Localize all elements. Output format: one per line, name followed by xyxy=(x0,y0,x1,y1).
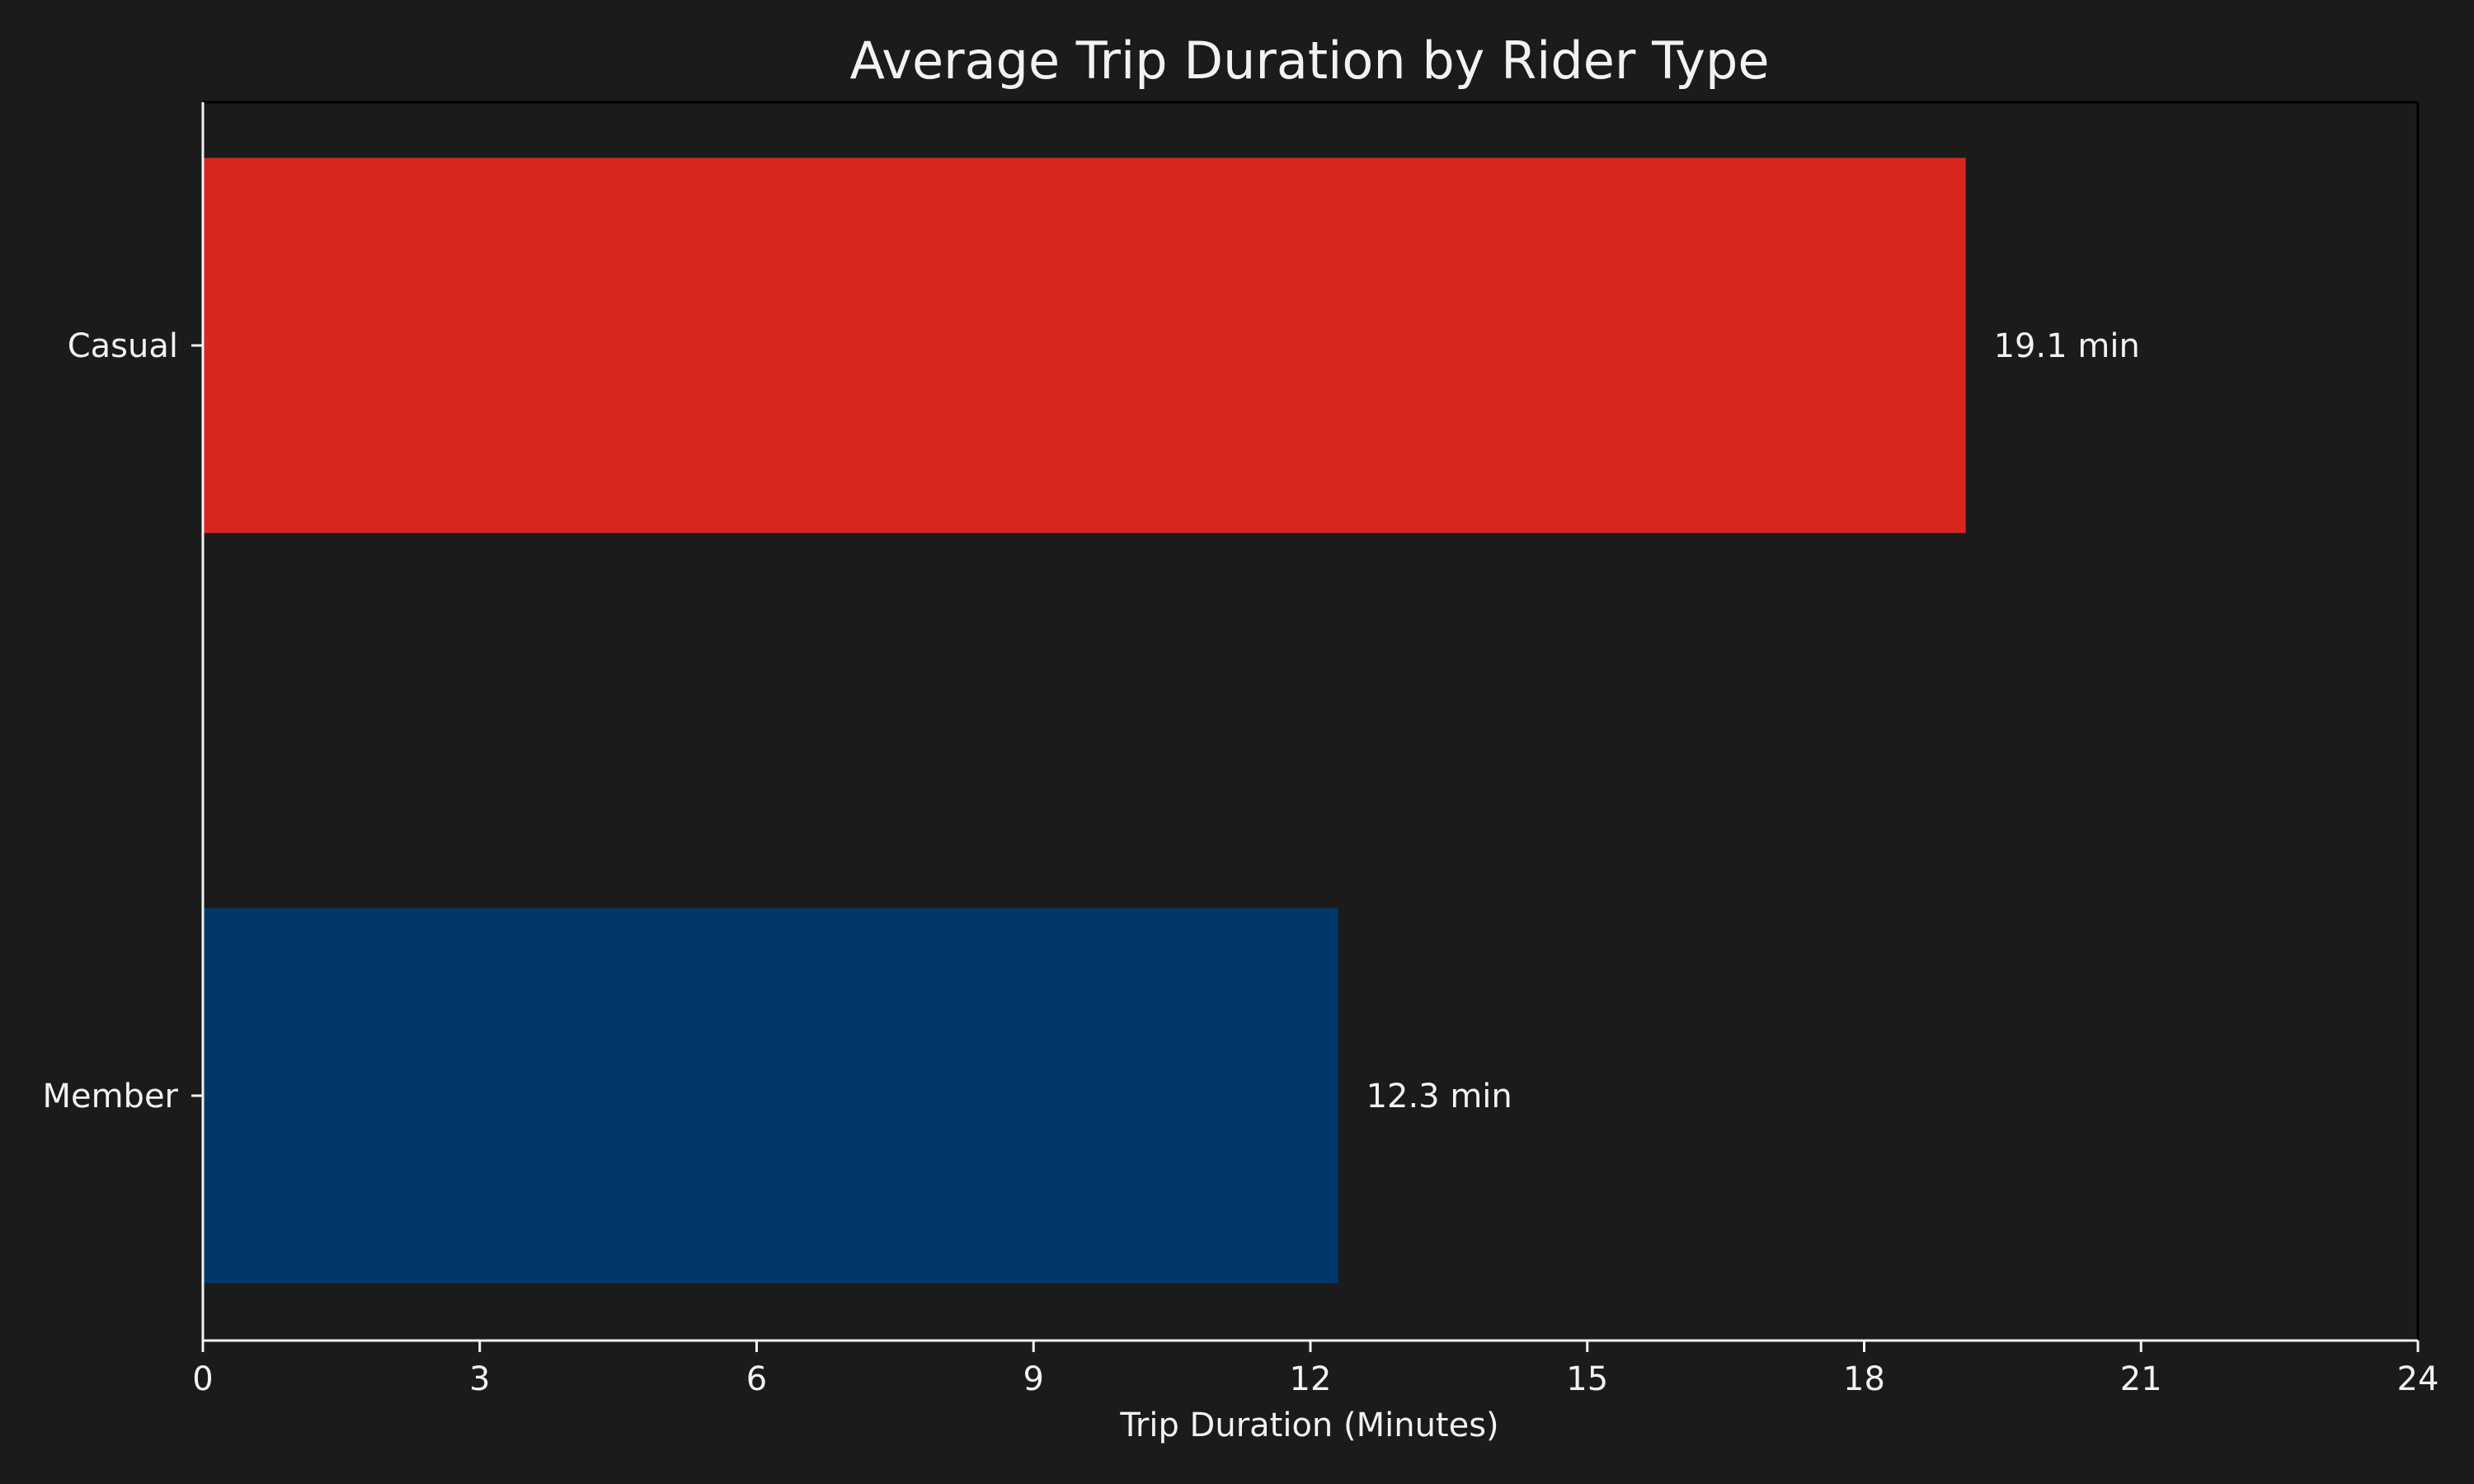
y-tick-label-casual: Casual xyxy=(68,327,178,365)
bar-casual xyxy=(203,157,1966,533)
value-label-casual: 19.1 min xyxy=(1994,327,2140,365)
bars-layer xyxy=(203,157,1966,1284)
x-tick-label: 6 xyxy=(746,1360,767,1398)
x-tick-label: 3 xyxy=(469,1360,490,1398)
x-tick-label: 15 xyxy=(1566,1360,1608,1398)
x-tick-label: 9 xyxy=(1023,1360,1044,1398)
x-axis-label: Trip Duration (Minutes) xyxy=(1119,1407,1498,1444)
x-tick-label: 18 xyxy=(1843,1360,1885,1398)
x-tick-label: 12 xyxy=(1290,1360,1332,1398)
y-tick-label-member: Member xyxy=(42,1078,178,1115)
x-tick-label: 24 xyxy=(2397,1360,2439,1398)
x-axis-ticks: 0 3 6 9 12 15 18 21 24 xyxy=(192,1341,2439,1398)
bar-member xyxy=(203,908,1338,1284)
chart-title: Average Trip Duration by Rider Type xyxy=(849,31,1769,91)
x-tick-label: 21 xyxy=(2120,1360,2162,1398)
x-tick-label: 0 xyxy=(192,1360,213,1398)
value-label-member: 12.3 min xyxy=(1366,1078,1512,1115)
value-labels-layer: 19.1 min 12.3 min xyxy=(1366,327,2140,1115)
y-axis-ticks: Casual Member xyxy=(42,327,203,1115)
